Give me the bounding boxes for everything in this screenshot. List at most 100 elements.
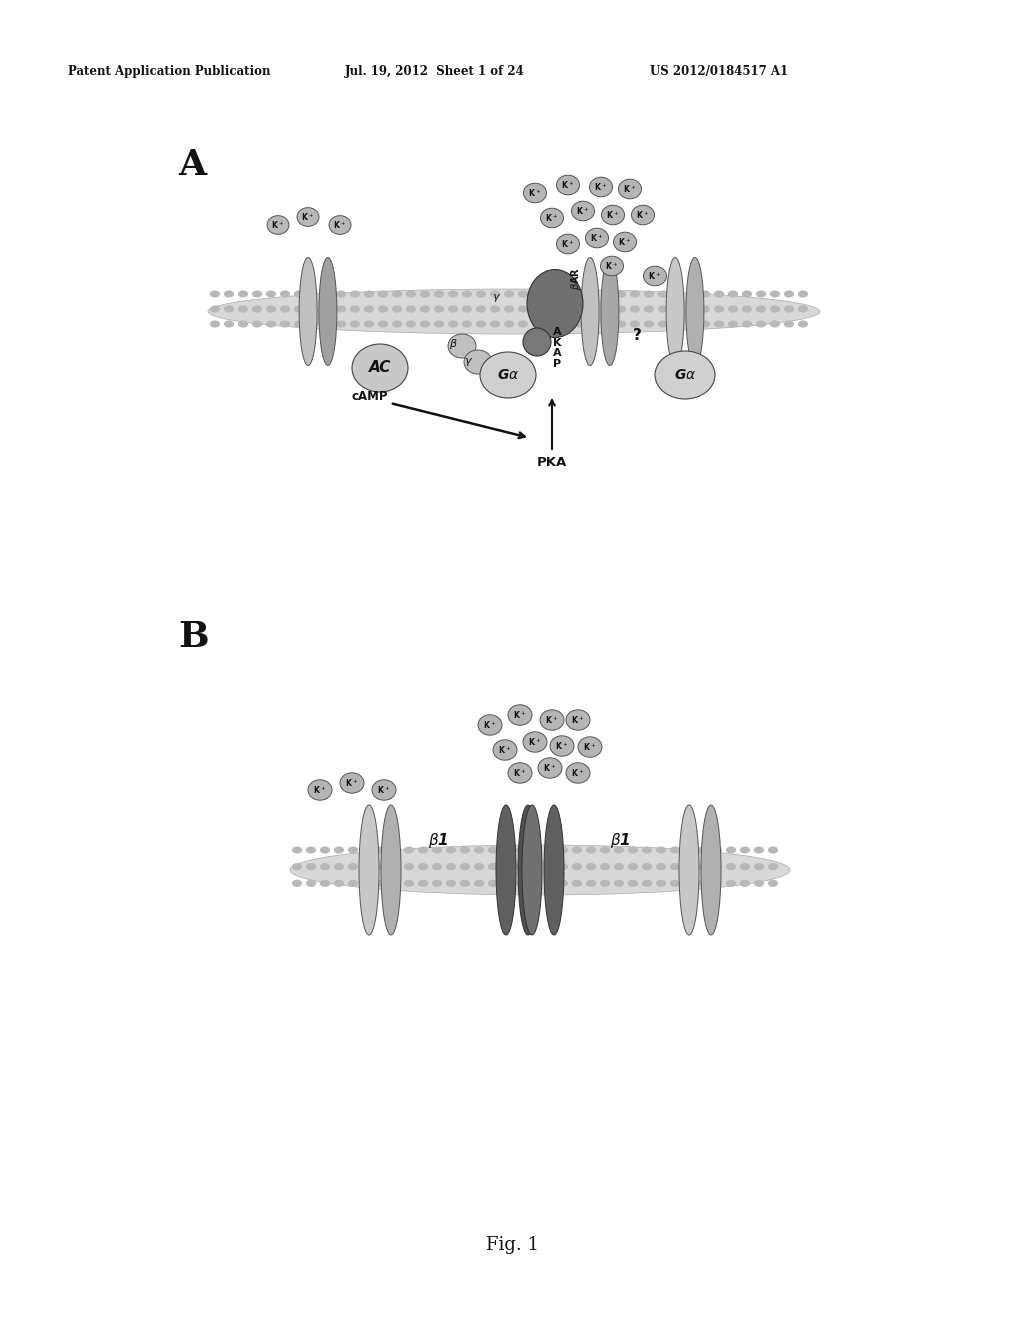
Text: K$^+$: K$^+$ xyxy=(513,767,526,779)
Ellipse shape xyxy=(318,257,337,366)
Ellipse shape xyxy=(574,321,584,327)
Text: AC: AC xyxy=(369,360,391,375)
Ellipse shape xyxy=(352,345,408,392)
Ellipse shape xyxy=(755,863,764,870)
Ellipse shape xyxy=(757,306,766,312)
Ellipse shape xyxy=(350,290,359,297)
Ellipse shape xyxy=(335,863,343,870)
Text: K$^+$: K$^+$ xyxy=(561,180,574,191)
Ellipse shape xyxy=(503,863,512,870)
Ellipse shape xyxy=(673,306,682,312)
Ellipse shape xyxy=(700,321,710,327)
Ellipse shape xyxy=(474,863,483,870)
Ellipse shape xyxy=(476,321,485,327)
Ellipse shape xyxy=(266,290,275,297)
Ellipse shape xyxy=(558,847,567,853)
Ellipse shape xyxy=(671,880,680,886)
Ellipse shape xyxy=(432,847,441,853)
Ellipse shape xyxy=(643,267,667,285)
Ellipse shape xyxy=(350,306,359,312)
Ellipse shape xyxy=(523,731,547,752)
Ellipse shape xyxy=(656,847,666,853)
Text: A: A xyxy=(178,148,206,182)
Ellipse shape xyxy=(340,772,364,793)
Ellipse shape xyxy=(698,863,708,870)
Ellipse shape xyxy=(799,321,808,327)
Ellipse shape xyxy=(306,847,315,853)
Text: K$^+$: K$^+$ xyxy=(591,232,603,244)
Ellipse shape xyxy=(566,710,590,730)
Text: K$^+$: K$^+$ xyxy=(555,741,568,752)
Ellipse shape xyxy=(308,290,317,297)
Ellipse shape xyxy=(629,880,638,886)
Ellipse shape xyxy=(770,290,779,297)
Ellipse shape xyxy=(770,321,779,327)
Ellipse shape xyxy=(372,780,396,800)
Ellipse shape xyxy=(558,880,567,886)
Ellipse shape xyxy=(523,327,551,356)
Text: $\beta$AR: $\beta$AR xyxy=(569,267,583,289)
Ellipse shape xyxy=(350,321,359,327)
Ellipse shape xyxy=(224,290,233,297)
Ellipse shape xyxy=(642,847,651,853)
Ellipse shape xyxy=(293,847,301,853)
Ellipse shape xyxy=(601,205,625,224)
Ellipse shape xyxy=(476,290,485,297)
Ellipse shape xyxy=(516,863,525,870)
Ellipse shape xyxy=(644,321,653,327)
Text: K$^+$: K$^+$ xyxy=(571,714,585,726)
Ellipse shape xyxy=(293,880,301,886)
Ellipse shape xyxy=(614,847,624,853)
Ellipse shape xyxy=(556,176,580,195)
Ellipse shape xyxy=(784,321,794,327)
Ellipse shape xyxy=(464,350,492,374)
Ellipse shape xyxy=(503,847,512,853)
Ellipse shape xyxy=(587,863,596,870)
Ellipse shape xyxy=(587,880,596,886)
Ellipse shape xyxy=(728,306,737,312)
Ellipse shape xyxy=(299,257,317,366)
Ellipse shape xyxy=(541,209,563,228)
Ellipse shape xyxy=(631,290,640,297)
Ellipse shape xyxy=(581,257,599,366)
Ellipse shape xyxy=(560,290,569,297)
Ellipse shape xyxy=(461,847,469,853)
Ellipse shape xyxy=(618,180,641,199)
Ellipse shape xyxy=(432,880,441,886)
Ellipse shape xyxy=(323,290,332,297)
Ellipse shape xyxy=(323,321,332,327)
Text: K$^+$: K$^+$ xyxy=(637,209,649,220)
Text: $\beta$1: $\beta$1 xyxy=(428,830,449,850)
Ellipse shape xyxy=(362,847,372,853)
Ellipse shape xyxy=(508,763,532,783)
Ellipse shape xyxy=(323,306,332,312)
Ellipse shape xyxy=(503,880,512,886)
Ellipse shape xyxy=(463,306,471,312)
Text: Fig. 1: Fig. 1 xyxy=(485,1236,539,1254)
Ellipse shape xyxy=(407,321,416,327)
Ellipse shape xyxy=(461,880,469,886)
Ellipse shape xyxy=(329,215,351,235)
Ellipse shape xyxy=(768,847,777,853)
Ellipse shape xyxy=(211,321,219,327)
Ellipse shape xyxy=(740,847,750,853)
Ellipse shape xyxy=(602,290,611,297)
Ellipse shape xyxy=(518,321,527,327)
Ellipse shape xyxy=(560,306,569,312)
Ellipse shape xyxy=(614,863,624,870)
Ellipse shape xyxy=(589,290,597,297)
Ellipse shape xyxy=(434,321,443,327)
Ellipse shape xyxy=(684,863,693,870)
Ellipse shape xyxy=(713,847,722,853)
Ellipse shape xyxy=(574,290,584,297)
Ellipse shape xyxy=(407,290,416,297)
Ellipse shape xyxy=(379,290,387,297)
Ellipse shape xyxy=(239,321,248,327)
Ellipse shape xyxy=(419,863,427,870)
Ellipse shape xyxy=(631,306,640,312)
Ellipse shape xyxy=(239,290,248,297)
Ellipse shape xyxy=(518,306,527,312)
Ellipse shape xyxy=(556,234,580,253)
Text: B: B xyxy=(178,620,209,653)
Ellipse shape xyxy=(308,306,317,312)
